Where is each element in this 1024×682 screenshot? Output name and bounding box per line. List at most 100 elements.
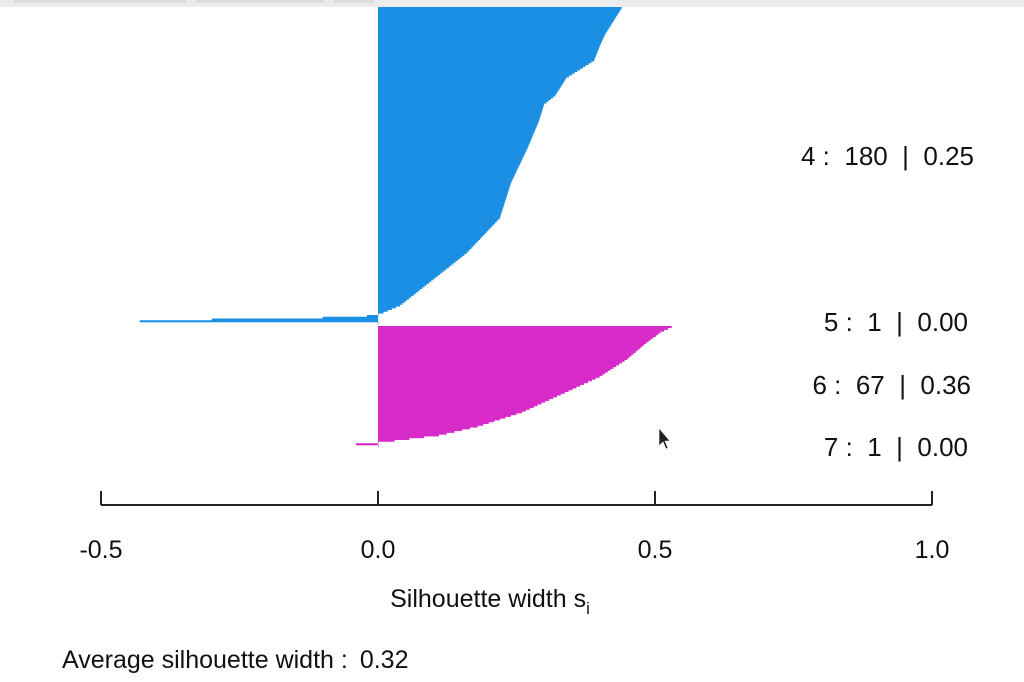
silhouette-bar bbox=[378, 113, 541, 116]
silhouette-bar bbox=[378, 206, 504, 209]
silhouette-bar bbox=[378, 7, 622, 10]
silhouette-bar bbox=[378, 75, 570, 78]
cluster-7-bars bbox=[378, 445, 379, 448]
silhouette-bar bbox=[378, 54, 597, 57]
silhouette-bar bbox=[378, 204, 504, 207]
silhouette-bar bbox=[378, 407, 530, 410]
silhouette-bar bbox=[366, 315, 378, 318]
silhouette-bar bbox=[378, 276, 436, 279]
silhouette-bar bbox=[378, 70, 578, 73]
silhouette-bar bbox=[378, 171, 516, 174]
silhouette-bar bbox=[378, 308, 392, 311]
top-tab[interactable] bbox=[334, 0, 374, 3]
top-tab[interactable] bbox=[196, 0, 324, 3]
silhouette-bar bbox=[378, 395, 557, 398]
silhouette-bar bbox=[378, 418, 500, 421]
average-silhouette-text: Average silhouette width :0.32 bbox=[62, 646, 409, 674]
top-tab[interactable] bbox=[14, 0, 186, 3]
silhouette-bar bbox=[378, 141, 530, 144]
silhouette-bar bbox=[378, 357, 628, 361]
silhouette-bar bbox=[378, 215, 501, 218]
silhouette-bar bbox=[378, 162, 521, 165]
silhouette-bar bbox=[378, 112, 542, 115]
silhouette-bar bbox=[378, 309, 388, 312]
silhouette-bar bbox=[378, 288, 421, 291]
silhouette-bar bbox=[378, 262, 454, 265]
cluster-6-bars bbox=[355, 326, 672, 446]
silhouette-bar bbox=[378, 108, 543, 111]
silhouette-bar bbox=[378, 192, 508, 195]
x-axis-label: Silhouette width si bbox=[390, 585, 590, 618]
silhouette-bar bbox=[378, 432, 447, 435]
silhouette-bar bbox=[378, 15, 617, 18]
mouse-cursor-icon bbox=[658, 427, 671, 450]
silhouette-bar bbox=[378, 302, 403, 305]
silhouette-bar bbox=[378, 150, 526, 153]
silhouette-bar bbox=[378, 147, 528, 150]
silhouette-bar bbox=[378, 253, 465, 256]
silhouette-bar bbox=[378, 445, 379, 448]
silhouette-bar bbox=[378, 152, 526, 155]
silhouette-bar bbox=[378, 173, 516, 176]
silhouette-bar bbox=[378, 8, 621, 11]
silhouette-bar bbox=[378, 131, 535, 134]
silhouette-bar bbox=[355, 443, 378, 446]
silhouette-bar bbox=[378, 416, 506, 419]
silhouette-bar bbox=[378, 273, 441, 276]
silhouette-bar bbox=[378, 33, 606, 36]
x-tick-label: 0.5 bbox=[638, 536, 673, 564]
silhouette-bar bbox=[378, 287, 423, 290]
silhouette-bar bbox=[378, 161, 521, 164]
silhouette-bar bbox=[378, 356, 630, 359]
silhouette-bar bbox=[378, 326, 672, 329]
silhouette-bar bbox=[378, 29, 608, 32]
silhouette-bar bbox=[378, 21, 613, 24]
cluster-labels: 4 : 180 | 0.25 5 : 1 | 0.00 6 : 67 | 0.3… bbox=[801, 141, 974, 462]
silhouette-bar bbox=[378, 63, 589, 66]
silhouette-bar bbox=[378, 397, 554, 400]
silhouette-bar bbox=[378, 180, 512, 183]
silhouette-bar bbox=[378, 368, 611, 371]
silhouette-bar bbox=[211, 318, 378, 321]
silhouette-bar bbox=[378, 176, 514, 179]
silhouette-bar bbox=[378, 411, 523, 414]
silhouette-bar bbox=[378, 35, 605, 38]
silhouette-bar bbox=[378, 194, 508, 197]
silhouette-bar bbox=[378, 19, 614, 22]
silhouette-bar bbox=[378, 24, 611, 27]
silhouette-bar bbox=[378, 336, 654, 339]
silhouette-bar bbox=[378, 297, 410, 300]
silhouette-bar bbox=[378, 259, 458, 262]
silhouette-bar bbox=[378, 99, 549, 102]
silhouette-bar bbox=[378, 103, 545, 106]
silhouette-bar bbox=[378, 91, 558, 94]
silhouette-bar bbox=[378, 52, 597, 55]
silhouette-bar bbox=[378, 269, 445, 272]
silhouette-bar bbox=[378, 245, 474, 248]
silhouette-bar bbox=[378, 10, 620, 13]
silhouette-bar bbox=[378, 120, 539, 123]
silhouette-bar bbox=[378, 119, 540, 122]
silhouette-bar bbox=[378, 185, 510, 188]
silhouette-bar bbox=[378, 154, 525, 157]
silhouette-bar bbox=[378, 199, 506, 202]
silhouette-bar bbox=[378, 338, 652, 341]
silhouette-bar bbox=[378, 246, 472, 249]
silhouette-bar bbox=[378, 38, 603, 41]
silhouette-bar bbox=[378, 413, 517, 416]
silhouette-bar bbox=[378, 229, 489, 232]
silhouette-bar bbox=[378, 389, 569, 393]
silhouette-bar bbox=[378, 366, 614, 369]
silhouette-bar bbox=[378, 238, 480, 241]
silhouette-bar bbox=[378, 301, 405, 304]
silhouette-bar bbox=[378, 143, 530, 146]
silhouette-bar bbox=[378, 211, 502, 214]
silhouette-bar bbox=[378, 213, 501, 216]
x-tick-label: 0.0 bbox=[361, 536, 396, 564]
silhouette-bar bbox=[378, 155, 524, 158]
silhouette-bar bbox=[378, 248, 470, 251]
silhouette-bar bbox=[378, 201, 505, 204]
silhouette-bar bbox=[378, 136, 533, 139]
silhouette-bar bbox=[378, 168, 518, 171]
